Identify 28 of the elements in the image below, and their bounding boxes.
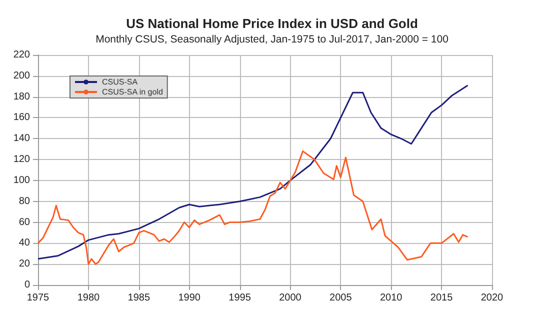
y-tick-label: 120 [13,154,30,166]
y-tick-label: 40 [18,238,30,249]
x-tick-label: 2020 [480,292,504,304]
y-tick-label: 180 [13,91,30,102]
x-tick-label: 2015 [430,292,454,304]
y-tick-label: 100 [13,174,30,186]
x-tick-label: 1990 [178,292,201,304]
chart-subtitle: Monthly CSUS, Seasonally Adjusted, Jan-1975 to Jul-2017, Jan-2000 = 100 [96,34,449,46]
x-tick-label: 1975 [26,292,50,304]
x-tick-label: 2005 [330,292,352,304]
x-tick-label: 1995 [228,292,252,304]
y-tick-label: 0 [24,280,30,290]
line-series [37,150,469,265]
x-tick-label: 2000 [279,292,302,304]
x-tick-label: 1985 [128,292,150,304]
chart-title: US National Home Price Index in USD and Gold [126,16,418,31]
x-tick-label: 1980 [77,292,100,304]
y-tick-label: 220 [13,50,30,60]
legend-label: CSUS-SA in gold [102,88,163,96]
y-tick-label: 60 [18,216,30,228]
y-tick-label: 200 [13,70,30,82]
y-tick-label: 80 [18,196,30,207]
y-tick-label: 140 [13,133,30,144]
line-series [37,84,469,260]
y-tick-label: 20 [18,258,30,270]
x-tick-label: 2010 [380,292,403,304]
legend-label: CSUS-SA [102,78,138,86]
y-tick-label: 160 [13,112,30,124]
